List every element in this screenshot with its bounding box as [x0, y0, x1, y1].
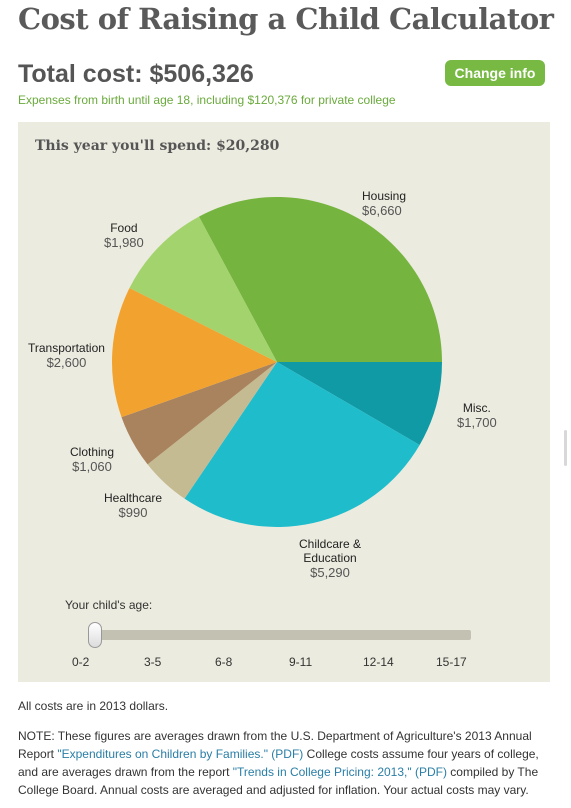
- pie-label-childcare: Childcare & Education $5,290: [290, 537, 370, 581]
- note-text-3: compiled by The College Board. Annual co…: [18, 765, 539, 797]
- pie-label-misc-name: Misc.: [462, 401, 491, 415]
- currency-footnote: All costs are in 2013 dollars.: [18, 699, 169, 713]
- scrollbar-thumb[interactable]: [564, 430, 567, 466]
- pie-label-healthcare-name: Healthcare: [104, 491, 163, 505]
- pie-label-transportation-name: Transportation: [28, 341, 105, 355]
- age-slider-track[interactable]: [93, 630, 471, 640]
- pie-label-clothing: Clothing $1,060: [70, 445, 114, 475]
- pie-label-misc-value: $1,700: [457, 415, 497, 430]
- annual-spend-heading: This year you'll spend: $20,280: [35, 138, 280, 154]
- page-title: Cost of Raising a Child Calculator: [18, 2, 554, 36]
- expenses-summary: Expenses from birth until age 18, includ…: [18, 93, 396, 107]
- age-slider-handle[interactable]: [88, 622, 102, 648]
- age-tick-9-11[interactable]: 9-11: [289, 655, 313, 669]
- age-tick-6-8[interactable]: 6-8: [215, 655, 233, 669]
- pie-label-food: Food $1,980: [104, 221, 144, 251]
- note-text-1: NOTE: These figures are averages drawn f…: [18, 729, 532, 761]
- age-tick-3-5[interactable]: 3-5: [144, 655, 162, 669]
- methodology-note: NOTE: These figures are averages drawn f…: [18, 727, 553, 799]
- pie-label-housing-name: Housing: [362, 189, 407, 203]
- pie-label-childcare-name: Childcare & Education: [298, 537, 362, 565]
- note-text-2: College costs assume four years of colle…: [18, 747, 539, 779]
- pie-label-housing: Housing $6,660: [362, 189, 406, 219]
- college-board-report-link[interactable]: "Trends in College Pricing: 2013," (PDF): [232, 765, 447, 779]
- age-tick-12-14[interactable]: 12-14: [363, 655, 394, 669]
- age-tick-15-17[interactable]: 15-17: [436, 655, 467, 669]
- change-info-button[interactable]: Change info: [445, 60, 545, 86]
- pie-label-clothing-name: Clothing: [70, 445, 115, 459]
- pie-label-transportation-value: $2,600: [46, 355, 87, 370]
- pie-label-food-name: Food: [110, 221, 138, 235]
- pie-label-clothing-value: $1,060: [72, 459, 112, 474]
- age-tick-0-2[interactable]: 0-2: [72, 655, 90, 669]
- age-slider-label: Your child's age:: [65, 598, 153, 612]
- total-cost: Total cost: $506,326: [18, 60, 254, 88]
- pie-label-healthcare: Healthcare $990: [104, 491, 162, 521]
- pie-label-food-value: $1,980: [104, 235, 144, 250]
- pie-label-healthcare-value: $990: [118, 505, 148, 520]
- usda-report-link[interactable]: "Expenditures on Children by Families." …: [57, 747, 304, 761]
- pie-label-misc: Misc. $1,700: [457, 401, 497, 431]
- pie-label-transportation: Transportation $2,600: [28, 341, 105, 371]
- pie-label-childcare-value: $5,290: [310, 565, 350, 580]
- pie-label-housing-value: $6,660: [362, 203, 402, 218]
